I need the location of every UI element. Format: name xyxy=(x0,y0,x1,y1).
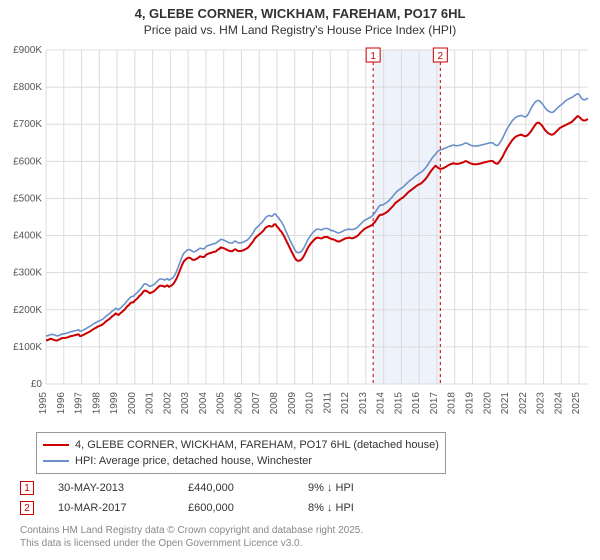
svg-text:2004: 2004 xyxy=(198,392,209,415)
page-subtitle: Price paid vs. HM Land Registry's House … xyxy=(0,23,600,37)
sale-price: £600,000 xyxy=(188,502,308,514)
svg-text:1996: 1996 xyxy=(56,392,67,415)
legend-swatch xyxy=(43,444,69,446)
svg-text:1: 1 xyxy=(370,51,376,62)
svg-text:£900K: £900K xyxy=(13,45,42,56)
page-title: 4, GLEBE CORNER, WICKHAM, FAREHAM, PO17 … xyxy=(0,6,600,21)
svg-text:1999: 1999 xyxy=(109,392,120,415)
svg-text:2013: 2013 xyxy=(358,392,369,415)
svg-text:£400K: £400K xyxy=(13,231,42,242)
legend-swatch xyxy=(43,460,69,462)
svg-text:2005: 2005 xyxy=(216,392,227,415)
svg-text:2003: 2003 xyxy=(180,392,191,415)
svg-text:2019: 2019 xyxy=(464,392,475,415)
legend-label: HPI: Average price, detached house, Winc… xyxy=(75,455,312,467)
svg-text:2008: 2008 xyxy=(269,392,280,415)
sales-table: 1 30-MAY-2013£440,0009% ↓ HPI 2 10-MAR-2017… xyxy=(20,478,428,518)
svg-text:2002: 2002 xyxy=(162,392,173,415)
svg-text:2007: 2007 xyxy=(251,392,262,415)
sale-row: 2 10-MAR-2017£600,0008% ↓ HPI xyxy=(20,498,428,518)
svg-text:2023: 2023 xyxy=(536,392,547,415)
sale-date: 30-MAY-2013 xyxy=(58,482,188,494)
svg-text:2018: 2018 xyxy=(447,392,458,415)
svg-text:£200K: £200K xyxy=(13,305,42,316)
svg-text:2016: 2016 xyxy=(411,392,422,415)
svg-text:2001: 2001 xyxy=(145,392,156,415)
svg-text:2012: 2012 xyxy=(340,392,351,415)
svg-text:2022: 2022 xyxy=(518,392,529,415)
sale-marker-icon: 2 xyxy=(20,501,34,515)
svg-text:2024: 2024 xyxy=(553,392,564,415)
svg-text:2006: 2006 xyxy=(233,392,244,415)
svg-text:2017: 2017 xyxy=(429,392,440,415)
svg-text:£500K: £500K xyxy=(13,193,42,204)
svg-text:1997: 1997 xyxy=(74,392,85,415)
svg-text:2015: 2015 xyxy=(393,392,404,415)
svg-text:2: 2 xyxy=(438,51,444,62)
sale-diff: 9% ↓ HPI xyxy=(308,482,428,494)
svg-text:2025: 2025 xyxy=(571,392,582,415)
svg-text:2021: 2021 xyxy=(500,392,511,415)
svg-text:2009: 2009 xyxy=(287,392,298,415)
svg-text:2020: 2020 xyxy=(482,392,493,415)
sale-row: 1 30-MAY-2013£440,0009% ↓ HPI xyxy=(20,478,428,498)
svg-text:1998: 1998 xyxy=(91,392,102,415)
footer-line: Contains HM Land Registry data © Crown c… xyxy=(20,524,363,537)
svg-text:2014: 2014 xyxy=(376,392,387,415)
svg-text:2000: 2000 xyxy=(127,392,138,415)
sale-date: 10-MAR-2017 xyxy=(58,502,188,514)
legend-item: 4, GLEBE CORNER, WICKHAM, FAREHAM, PO17 … xyxy=(43,437,439,453)
svg-text:£300K: £300K xyxy=(13,268,42,279)
footer-line: This data is licensed under the Open Gov… xyxy=(20,537,363,550)
svg-text:2010: 2010 xyxy=(305,392,316,415)
chart: £0 £100K £200K £300K £400K £500K £600K £700K £80… xyxy=(6,44,594,424)
legend: 4, GLEBE CORNER, WICKHAM, FAREHAM, PO17 … xyxy=(36,432,446,474)
svg-text:£0: £0 xyxy=(31,379,43,390)
sale-marker-icon: 1 xyxy=(20,481,34,495)
svg-text:£800K: £800K xyxy=(13,82,42,93)
svg-text:£700K: £700K xyxy=(13,119,42,130)
svg-text:£100K: £100K xyxy=(13,342,42,353)
svg-text:£600K: £600K xyxy=(13,156,42,167)
sale-price: £440,000 xyxy=(188,482,308,494)
legend-item: HPI: Average price, detached house, Winc… xyxy=(43,453,439,469)
svg-text:1995: 1995 xyxy=(38,392,49,415)
footer: Contains HM Land Registry data © Crown c… xyxy=(20,524,363,550)
svg-text:2011: 2011 xyxy=(322,392,333,414)
sale-diff: 8% ↓ HPI xyxy=(308,502,428,514)
legend-label: 4, GLEBE CORNER, WICKHAM, FAREHAM, PO17 … xyxy=(75,439,439,451)
